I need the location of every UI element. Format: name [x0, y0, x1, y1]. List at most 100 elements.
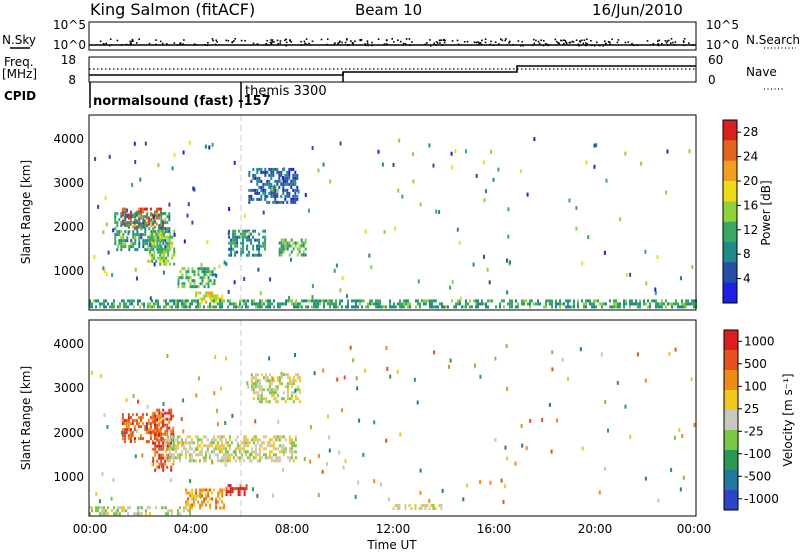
- velocity-cell: [541, 417, 544, 422]
- velocity-cell: [256, 441, 259, 445]
- power-cell: [179, 270, 182, 274]
- power-cell: [139, 216, 142, 220]
- power-cell: [173, 302, 175, 306]
- noise-point: [326, 43, 328, 46]
- velocity-cell: [121, 422, 124, 426]
- power-cell: [280, 178, 283, 183]
- power-cell: [183, 285, 186, 289]
- velocity-cell: [210, 444, 213, 448]
- power-cell: [147, 235, 150, 239]
- power-cell: [157, 305, 159, 309]
- power-cell: [127, 216, 130, 220]
- power-cell: [121, 213, 124, 217]
- velocity-cell: [234, 450, 236, 454]
- power-cell: [365, 305, 367, 309]
- power-cell: [219, 302, 221, 306]
- velocity-cell: [158, 411, 161, 415]
- velocity-cell: [172, 444, 175, 448]
- power-cell: [269, 277, 272, 282]
- noise-point: [624, 41, 627, 44]
- power-cell: [433, 305, 435, 309]
- power-cell: [569, 299, 571, 303]
- velocity-cell: [187, 491, 190, 495]
- velocity-cell: [210, 438, 213, 442]
- velocity-cell: [338, 450, 341, 455]
- power-cell: [142, 245, 145, 249]
- power-colorbar-segment: [723, 120, 737, 141]
- power-cell: [286, 188, 289, 192]
- power-cell: [317, 302, 319, 306]
- power-cell: [179, 276, 182, 280]
- power-cell: [631, 299, 633, 303]
- power-cell: [346, 294, 348, 299]
- power-cell: [199, 282, 202, 286]
- velocity-cell: [166, 354, 169, 358]
- velocity-cell: [168, 417, 171, 421]
- power-cell: [116, 221, 119, 225]
- power-cell: [241, 299, 243, 303]
- velocity-cell: [414, 504, 417, 507]
- power-cell: [159, 250, 162, 254]
- velocity-cell: [166, 444, 169, 448]
- power-cell: [290, 197, 293, 201]
- velocity-cell: [202, 456, 205, 460]
- power-cell: [189, 285, 192, 289]
- power-cell: [152, 248, 155, 252]
- power-cell: [371, 302, 373, 306]
- velocity-cell: [243, 490, 246, 494]
- velocity-cell: [196, 435, 199, 439]
- power-cell: [238, 229, 241, 233]
- noise-point: [252, 42, 255, 45]
- velocity-panel-frame: [88, 319, 697, 517]
- velocity-cell: [256, 373, 259, 377]
- velocity-cell: [296, 397, 299, 401]
- velocity-cell: [252, 441, 255, 445]
- power-cell: [637, 302, 639, 306]
- velocity-cell: [127, 422, 130, 426]
- velocity-cell: [166, 429, 169, 433]
- power-cell: [499, 302, 501, 306]
- velocity-cell: [172, 438, 175, 442]
- velocity-cell: [121, 413, 124, 417]
- power-cell: [205, 273, 208, 277]
- power-cell: [296, 247, 299, 251]
- power-cell: [663, 302, 665, 306]
- velocity-cell: [168, 411, 171, 415]
- power-cell: [120, 230, 123, 234]
- power-cell: [427, 299, 429, 303]
- power-cell: [163, 229, 166, 233]
- power-cell: [192, 186, 195, 191]
- velocity-cell: [201, 491, 204, 495]
- power-cell: [465, 299, 467, 303]
- power-cell: [153, 244, 156, 248]
- velocity-cell: [127, 419, 130, 423]
- noise-point: [305, 38, 308, 40]
- power-cell: [300, 253, 303, 257]
- power-cell: [246, 247, 249, 251]
- velocity-cell: [245, 487, 248, 491]
- power-cell: [191, 299, 193, 303]
- velocity-cell: [274, 400, 277, 404]
- power-cell: [274, 191, 277, 195]
- velocity-cell: [505, 344, 508, 348]
- velocity-cell: [286, 388, 289, 392]
- power-cell: [457, 302, 459, 306]
- velocity-cell: [258, 450, 261, 454]
- power-cell: [223, 260, 226, 265]
- velocity-cell: [170, 432, 173, 436]
- power-cell: [315, 302, 317, 306]
- power-cell: [559, 302, 561, 306]
- power-cell: [193, 285, 196, 289]
- power-cell: [142, 221, 145, 225]
- noise-point: [563, 42, 565, 45]
- power-cell: [197, 299, 199, 303]
- power-cell: [187, 202, 190, 207]
- velocity-cell: [160, 438, 163, 442]
- power-cell: [260, 197, 263, 201]
- power-cell: [280, 247, 283, 251]
- power-cell: [132, 215, 135, 219]
- power-cell: [144, 141, 147, 146]
- power-cell: [290, 167, 293, 171]
- velocity-cell: [162, 408, 165, 412]
- velocity-cell: [272, 441, 275, 445]
